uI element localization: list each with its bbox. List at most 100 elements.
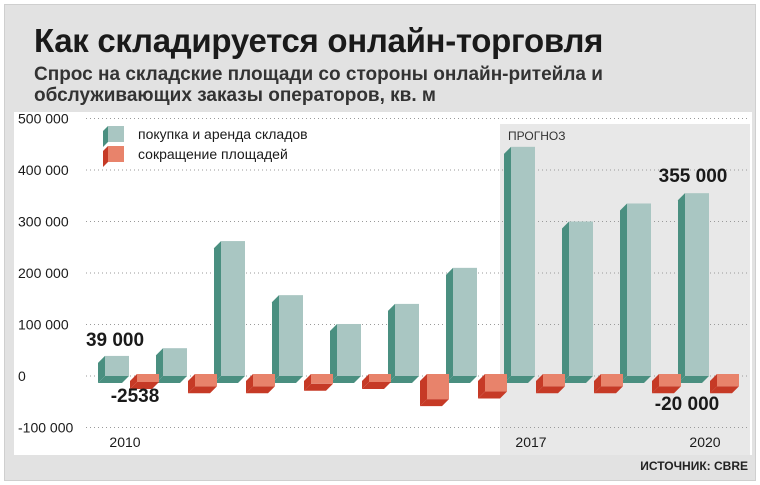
bar-decrease-side	[710, 374, 717, 394]
y-tick-label: 100 000	[18, 317, 69, 333]
y-tick-label: 500 000	[18, 111, 69, 127]
bar-decrease	[536, 374, 565, 394]
source-note: ИСТОЧНИК: CBRE	[640, 459, 748, 473]
bar-increase-front	[163, 348, 187, 376]
legend-swatch-decrease	[108, 146, 124, 162]
bar-decrease-side	[594, 374, 601, 394]
y-tick-label: 200 000	[18, 265, 69, 281]
bar-increase-bottom	[678, 376, 709, 383]
bar-decrease-bottom	[188, 386, 217, 394]
bar-increase-side	[504, 146, 511, 383]
x-tick-label: 2017	[515, 434, 546, 450]
bar-increase-bottom	[272, 376, 303, 383]
bar-decrease	[130, 374, 159, 389]
bar-increase-front	[105, 355, 129, 376]
bar-decrease	[652, 374, 681, 394]
bar-increase-side	[620, 203, 627, 383]
bar-increase-bottom	[156, 376, 187, 383]
bar-increase-front	[511, 146, 535, 376]
bar-increase-bottom	[214, 376, 245, 383]
bar-increase-bottom	[98, 376, 129, 383]
bar-increase-front	[279, 295, 303, 376]
legend-swatch-increase	[108, 126, 124, 142]
bar-decrease-bottom	[536, 386, 565, 394]
data-label: 39 000	[86, 330, 144, 351]
page-subtitle: Спрос на складские площади со стороны он…	[34, 64, 603, 106]
bar-decrease-side	[246, 374, 253, 394]
y-tick-label: 300 000	[18, 214, 69, 230]
bar-increase-side	[446, 267, 453, 383]
bar-increase-bottom	[330, 376, 361, 383]
bar-increase-side	[388, 303, 395, 383]
bar-increase	[504, 146, 535, 383]
bar-increase	[562, 221, 593, 383]
bar-increase-bottom	[620, 376, 651, 383]
bar-decrease-front	[601, 374, 623, 387]
bar-decrease-front	[485, 374, 507, 392]
bar-increase-front	[395, 303, 419, 376]
bar-decrease-bottom	[710, 386, 739, 394]
bar-decrease-bottom	[652, 386, 681, 394]
bar-decrease-front	[659, 374, 681, 387]
bar-decrease	[188, 374, 217, 394]
legend-label: покупка и аренда складов	[138, 126, 308, 142]
bar-decrease-front	[369, 374, 391, 382]
bar-decrease-side	[420, 374, 427, 407]
legend-swatch-increase-side	[103, 126, 108, 147]
bar-increase	[272, 295, 303, 383]
data-label: -20 000	[655, 394, 719, 415]
bar-increase-side	[330, 323, 337, 383]
page-title: Как складируется онлайн-торговля	[34, 22, 604, 59]
bar-increase-bottom	[504, 376, 535, 383]
bar-increase-front	[337, 323, 361, 376]
bar-increase-front	[685, 193, 709, 376]
bar-increase-bottom	[562, 376, 593, 383]
bar-decrease-front	[427, 374, 449, 400]
bar-decrease-front	[543, 374, 565, 387]
bar-decrease-front	[311, 374, 333, 384]
bar-decrease-side	[188, 374, 195, 394]
bar-increase	[678, 193, 709, 383]
bar-decrease	[710, 374, 739, 394]
bar-decrease	[304, 374, 333, 391]
bar-increase	[446, 267, 477, 383]
bar-decrease-bottom	[304, 383, 333, 391]
bar-decrease-bottom	[594, 386, 623, 394]
bar-decrease	[420, 374, 449, 407]
bar-increase	[98, 355, 129, 383]
bar-decrease	[478, 374, 507, 399]
bar-decrease-front	[137, 374, 159, 382]
y-tick-label: 0	[18, 368, 26, 384]
bar-increase-front	[627, 203, 651, 376]
bar-decrease-bottom	[420, 399, 449, 407]
bar-decrease-side	[536, 374, 543, 394]
x-tick-label: 2010	[109, 434, 140, 450]
bar-increase	[156, 348, 187, 383]
x-tick-label: 2020	[689, 434, 720, 450]
bar-decrease-front	[253, 374, 275, 387]
legend-swatch-decrease-side	[103, 146, 108, 167]
bar-decrease-bottom	[246, 386, 275, 394]
legend-label: сокращение площадей	[138, 146, 288, 162]
bar-decrease-front	[717, 374, 739, 387]
data-label: -2538	[111, 386, 160, 407]
bar-increase-side	[214, 241, 221, 383]
bar-decrease	[362, 374, 391, 389]
bar-decrease-front	[195, 374, 217, 387]
bar-decrease-bottom	[130, 382, 159, 389]
forecast-label: ПРОГНОЗ	[508, 129, 565, 143]
bar-decrease-bottom	[478, 391, 507, 399]
bar-decrease-side	[130, 374, 137, 389]
bar-increase-side	[98, 355, 105, 383]
bar-increase-bottom	[388, 376, 419, 383]
bar-increase	[388, 303, 419, 383]
bar-decrease-side	[304, 374, 311, 391]
bar-increase-front	[221, 241, 245, 376]
legend: покупка и аренда складов сокращение площа…	[103, 126, 308, 167]
bar-increase-side	[272, 295, 279, 383]
bar-decrease	[594, 374, 623, 394]
bar-decrease-side	[478, 374, 485, 399]
bar-increase-side	[562, 221, 569, 383]
bar-increase-side	[678, 193, 685, 383]
